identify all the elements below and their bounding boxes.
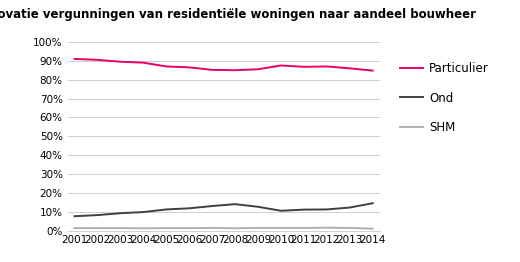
Particulier — [278, 64, 284, 67]
Ond — [301, 208, 307, 211]
Ond — [232, 203, 238, 206]
SHM — [370, 227, 376, 230]
SHM — [186, 227, 192, 230]
SHM — [347, 226, 353, 230]
Ond — [324, 208, 330, 211]
Particulier — [370, 69, 376, 72]
Ond — [186, 207, 192, 210]
Particulier — [324, 65, 330, 68]
Ond — [370, 202, 376, 205]
Particulier — [347, 67, 353, 70]
SHM — [255, 226, 261, 230]
SHM — [209, 226, 215, 230]
SHM — [140, 227, 147, 230]
SHM — [71, 227, 77, 230]
Particulier — [255, 68, 261, 71]
Ond — [347, 206, 353, 209]
Particulier — [163, 65, 170, 68]
Ond — [255, 205, 261, 208]
Ond — [209, 204, 215, 208]
Particulier — [117, 60, 123, 63]
Particulier — [232, 69, 238, 72]
Ond — [117, 212, 123, 215]
Particulier — [71, 57, 77, 61]
Particulier — [209, 68, 215, 72]
SHM — [232, 227, 238, 230]
Particulier — [140, 61, 147, 64]
SHM — [278, 226, 284, 230]
SHM — [117, 227, 123, 230]
Ond — [94, 214, 100, 217]
Line: SHM: SHM — [74, 228, 373, 229]
Line: Ond: Ond — [74, 203, 373, 216]
Particulier — [94, 58, 100, 61]
Text: Renovatie vergunningen van residentiële woningen naar aandeel bouwheer: Renovatie vergunningen van residentiële… — [0, 8, 476, 21]
Ond — [278, 209, 284, 212]
SHM — [94, 227, 100, 230]
Ond — [71, 215, 77, 218]
Particulier — [186, 66, 192, 69]
SHM — [324, 226, 330, 229]
Line: Particulier: Particulier — [74, 59, 373, 70]
Ond — [140, 210, 147, 214]
Legend: Particulier, Ond, SHM: Particulier, Ond, SHM — [395, 57, 493, 139]
SHM — [301, 226, 307, 230]
Ond — [163, 208, 170, 211]
SHM — [163, 227, 170, 230]
Particulier — [301, 65, 307, 68]
